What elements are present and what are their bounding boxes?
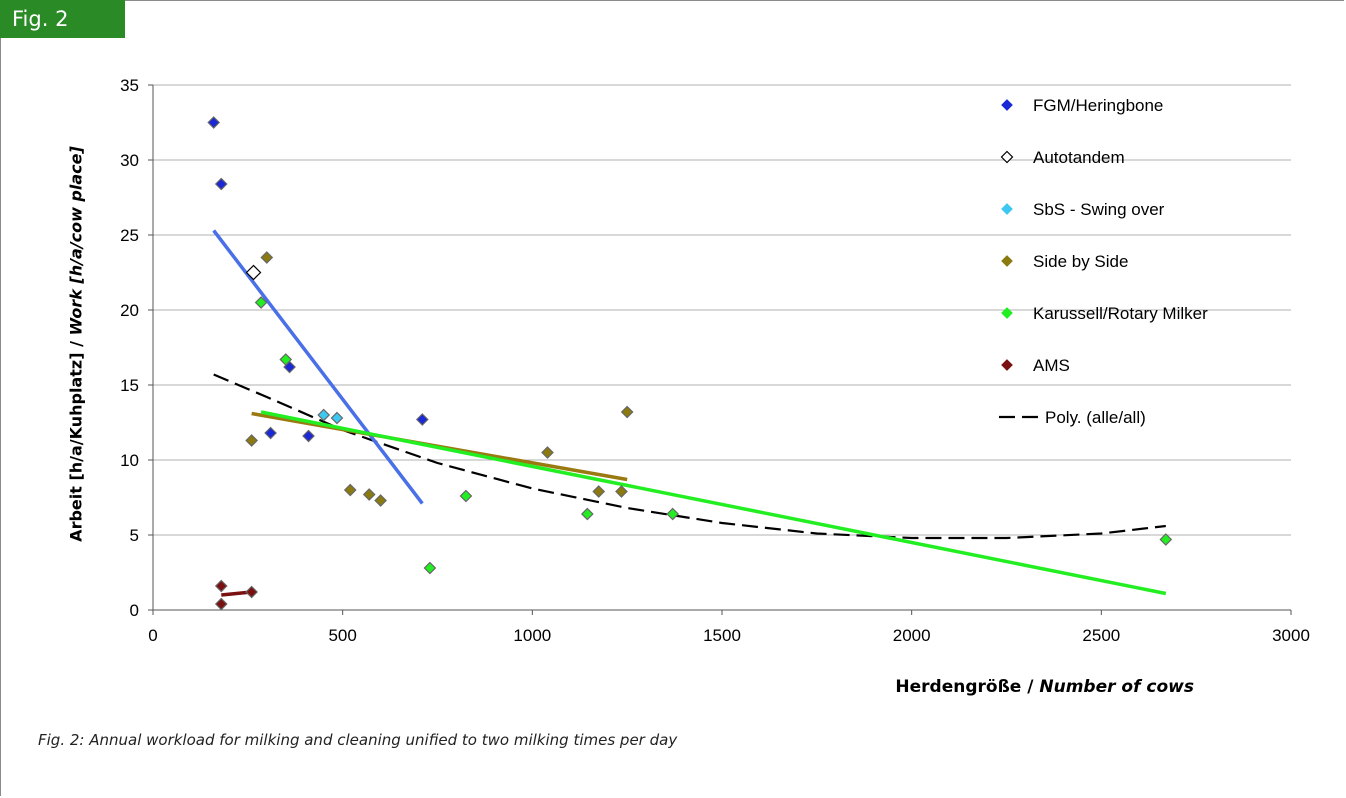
y-tick-label: 15 — [120, 376, 139, 395]
legend-label-5: AMS — [1033, 356, 1070, 375]
x-axis-label-en: Number of cows — [1039, 677, 1194, 697]
legend-swatch-4 — [1001, 307, 1013, 319]
trend-line-series-4 — [260, 410, 1167, 596]
legend-label-1: Autotandem — [1033, 148, 1125, 167]
series-line-poly-alle-all — [213, 373, 1166, 540]
legend-label-6: Poly. (alle/all) — [1045, 408, 1146, 427]
legend-label-2: SbS - Swing over — [1033, 200, 1165, 219]
x-tick-label: 500 — [328, 626, 356, 645]
y-axis-label-de: Arbeit [h/a/Kuhplatz] — [66, 352, 86, 542]
y-axis-label: Arbeit [h/a/Kuhplatz] / Work [h/a/cow pl… — [67, 146, 86, 542]
data-point-series-4 — [279, 353, 293, 366]
y-tick-label: 25 — [120, 226, 139, 245]
x-tick-label: 1000 — [513, 626, 551, 645]
data-point-series-4 — [1159, 533, 1173, 546]
x-tick-label: 0 — [148, 626, 157, 645]
y-tick-label: 35 — [120, 76, 139, 95]
data-point-series-4 — [254, 296, 268, 309]
y-tick-label: 0 — [130, 601, 139, 620]
x-axis-label-separator: / — [1021, 677, 1040, 697]
y-tick-label: 30 — [120, 151, 139, 170]
data-point-series-3 — [362, 488, 376, 501]
data-point-series-0 — [302, 429, 315, 443]
data-point-series-3 — [615, 485, 628, 498]
data-point-series-3 — [620, 405, 634, 419]
data-point-series-4 — [666, 507, 680, 521]
data-point-series-4 — [580, 507, 594, 521]
data-point-series-3 — [541, 446, 554, 459]
data-point-series-3 — [260, 251, 274, 264]
data-point-series-5 — [214, 597, 228, 611]
legend-swatch-2 — [1001, 203, 1013, 215]
data-point-series-3 — [245, 434, 258, 447]
data-point-series-0 — [264, 426, 277, 440]
data-point-series-1 — [245, 264, 262, 281]
data-point-series-2 — [330, 411, 344, 425]
x-tick-label: 2000 — [893, 626, 931, 645]
data-point-series-3 — [343, 483, 357, 497]
y-axis-label-separator: / — [66, 335, 86, 353]
data-point-series-0 — [415, 413, 429, 426]
legend-label-4: Karussell/Rotary Milker — [1033, 304, 1208, 323]
data-point-series-2 — [317, 408, 331, 422]
figure-caption: Fig. 2: Annual workload for milking and … — [38, 731, 678, 749]
data-point-series-3 — [374, 494, 387, 507]
y-tick-label: 20 — [120, 301, 139, 320]
legend-swatch-5 — [1001, 359, 1013, 371]
x-axis-label: Herdengröße / Number of cows — [895, 677, 1194, 697]
data-point-series-5 — [214, 579, 228, 593]
y-axis-label-en: Work [h/a/cow place] — [66, 146, 86, 336]
legend-label-3: Side by Side — [1033, 252, 1128, 271]
data-point-series-5 — [245, 585, 258, 599]
chart: 0 5 10 15 20 25 30 35 0 500 1000 1500 2000 2500 3000 FG… — [120, 76, 1310, 645]
data-point-series-3 — [592, 485, 606, 498]
data-point-series-4 — [459, 489, 473, 503]
legend-swatch-0 — [1001, 99, 1013, 111]
data-point-series-4 — [423, 561, 437, 575]
legend-label-0: FGM/Heringbone — [1033, 96, 1163, 115]
trend-line-series-0 — [212, 229, 424, 505]
legend-swatch-3 — [1001, 255, 1013, 267]
data-point-series-0 — [214, 177, 228, 191]
y-tick-label: 5 — [130, 526, 139, 545]
data-point-series-0 — [207, 116, 221, 129]
x-tick-label: 1500 — [703, 626, 741, 645]
x-tick-label: 2500 — [1082, 626, 1120, 645]
x-tick-label: 3000 — [1272, 626, 1310, 645]
figure-tag: Fig. 2 — [0, 0, 125, 38]
legend-swatch-1 — [1000, 150, 1014, 164]
y-tick-label: 10 — [120, 451, 139, 470]
x-axis-label-de: Herdengröße — [895, 677, 1022, 697]
